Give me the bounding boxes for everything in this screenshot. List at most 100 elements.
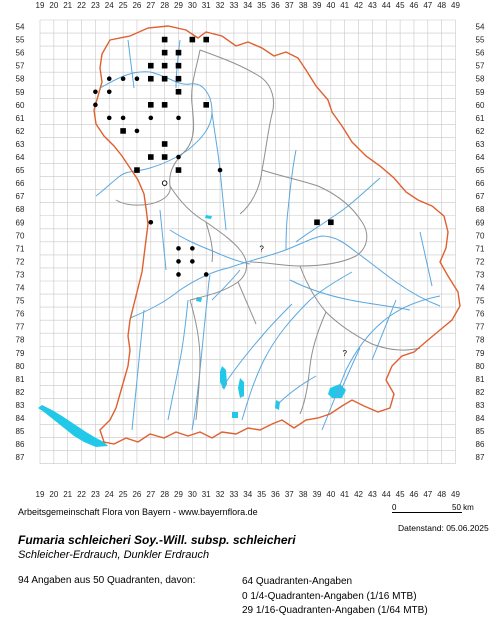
district-border-oberpfalz (249, 169, 368, 267)
column-label: 38 (299, 490, 308, 499)
row-labels-left: 54 55 56 57 58 59 60 61 62 63 64 65 66 67 68 69 70 71 72 73… (16, 23, 25, 463)
column-label: 20 (49, 1, 58, 10)
column-label: 46 (409, 1, 418, 10)
district-borders (115, 49, 421, 421)
record-dots (93, 76, 223, 277)
column-label: 40 (326, 490, 335, 499)
column-label: 36 (271, 490, 280, 499)
record-question-mark: ? (259, 244, 264, 253)
river-vils (289, 279, 411, 311)
record-dot (176, 259, 181, 264)
row-label: 64 (16, 153, 25, 162)
row-label: 60 (476, 101, 485, 110)
row-label: 69 (476, 218, 485, 227)
column-label: 29 (174, 1, 183, 10)
record-square (161, 49, 168, 56)
record-question-mark: ? (342, 349, 347, 358)
column-label: 42 (354, 1, 363, 10)
column-label: 47 (423, 490, 432, 499)
river-salzach (371, 299, 397, 361)
record-dot (176, 246, 181, 251)
stats-summary: 94 Angaben aus 50 Quadranten, davon: (18, 575, 196, 586)
stats-quarter-quadrant-count: 0 1/4-Quadranten-Angaben (1/16 MTB) (242, 590, 417, 602)
row-labels-right: 54 55 56 57 58 59 60 61 62 63 64 65 66 67 68 69 70 71 72 73… (476, 23, 485, 463)
row-label: 73 (476, 270, 485, 279)
row-label: 63 (476, 140, 485, 149)
lake-chiemsee (328, 384, 346, 398)
column-label: 39 (313, 1, 322, 10)
column-label: 35 (257, 1, 266, 10)
column-label: 44 (382, 490, 391, 499)
river-sinn (127, 39, 135, 89)
record-question-marks: ?? (259, 244, 347, 357)
column-label: 46 (409, 490, 418, 499)
record-dot (176, 154, 181, 160)
river-isar (241, 271, 353, 421)
district-border-unterfranken (115, 49, 201, 206)
lake-small-1 (205, 215, 212, 219)
column-label: 47 (423, 1, 432, 10)
record-open-circles (161, 180, 168, 186)
row-label: 65 (16, 166, 25, 175)
record-dot (134, 128, 140, 134)
row-label: 69 (16, 218, 25, 227)
row-label: 83 (16, 401, 25, 410)
lake-tegernsee (275, 400, 280, 410)
row-label: 84 (16, 414, 25, 423)
record-square (175, 49, 182, 56)
record-square (120, 128, 126, 134)
row-label: 80 (476, 362, 485, 371)
record-square (161, 62, 168, 69)
row-label: 76 (16, 310, 25, 319)
column-label: 38 (299, 1, 308, 10)
column-label: 48 (437, 490, 446, 499)
record-square (175, 167, 182, 173)
column-label: 49 (451, 490, 460, 499)
river-lech (191, 274, 211, 431)
column-label: 45 (396, 490, 405, 499)
column-label: 33 (229, 490, 238, 499)
record-square (161, 141, 168, 147)
row-label: 84 (476, 414, 485, 423)
row-label: 63 (16, 140, 25, 149)
record-square (148, 62, 154, 69)
column-label: 21 (63, 490, 72, 499)
column-label: 20 (49, 490, 58, 499)
scale-fifty-label: 50 km (452, 503, 474, 512)
row-label: 67 (476, 192, 485, 201)
row-label: 54 (16, 23, 25, 32)
row-label: 68 (16, 205, 25, 214)
column-label: 33 (229, 1, 238, 10)
row-label: 74 (476, 284, 485, 293)
row-label: 57 (476, 62, 485, 71)
row-label: 86 (16, 440, 25, 449)
lake-starnberg (238, 378, 244, 398)
row-label: 78 (16, 336, 25, 345)
column-label: 27 (146, 1, 155, 10)
river-wertach (167, 299, 189, 421)
row-label: 61 (16, 114, 25, 123)
data-date: Datenstand: 05.06.2025 (398, 523, 489, 533)
record-dot (203, 272, 209, 277)
column-label: 26 (132, 490, 141, 499)
distribution-map: 19 20 21 22 23 24 25 26 27 28 29 30 31 32 33 34 35 36 37 38… (16, 1, 485, 499)
record-dot (120, 115, 126, 121)
column-label: 42 (354, 490, 363, 499)
column-label: 44 (382, 1, 391, 10)
column-label: 43 (368, 1, 377, 10)
row-label: 74 (16, 284, 25, 293)
row-label: 71 (476, 244, 485, 253)
record-dot (176, 115, 181, 121)
column-label: 30 (188, 1, 197, 10)
column-label: 48 (437, 1, 446, 10)
lakes (38, 215, 346, 447)
record-square (148, 154, 154, 160)
record-dot (190, 246, 195, 251)
lake-constance (38, 405, 108, 447)
row-label: 58 (476, 75, 485, 84)
row-label: 73 (16, 270, 25, 279)
stats-breakdown: 64 Quadranten-Angaben 0 1/4-Quadranten-A… (242, 575, 428, 619)
river-naab (285, 149, 297, 251)
record-dot (106, 115, 112, 121)
row-label: 72 (476, 257, 485, 266)
